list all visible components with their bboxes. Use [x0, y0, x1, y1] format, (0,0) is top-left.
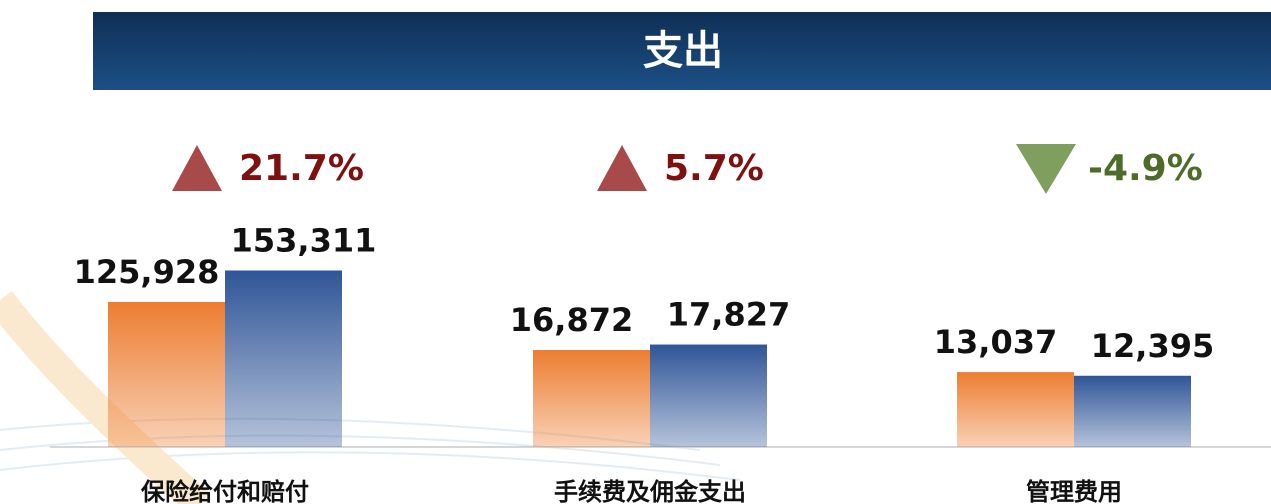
- bar: [1074, 375, 1191, 447]
- change-label: -4.9%: [1088, 148, 1203, 189]
- bar: [533, 350, 650, 447]
- value-label: 17,827: [667, 296, 790, 334]
- category-label: 手续费及佣金支出: [554, 478, 746, 504]
- category-label: 保险给付和赔付: [140, 478, 309, 504]
- value-label: 13,037: [934, 323, 1057, 361]
- value-label: 12,395: [1091, 327, 1214, 365]
- value-label: 125,928: [74, 253, 220, 291]
- charts: 125,928 153,311 保险给付和赔付 21.7% 16,872 17,827 手续…: [74, 144, 1214, 504]
- up-arrow: [597, 145, 647, 191]
- value-label: 153,311: [231, 221, 377, 259]
- change-label: 21.7%: [239, 148, 364, 189]
- bar: [957, 372, 1074, 447]
- header-band: [93, 12, 1271, 90]
- change-label: 5.7%: [664, 148, 764, 189]
- header-title: 支出: [643, 28, 723, 74]
- bar: [225, 270, 342, 447]
- bar: [650, 344, 767, 447]
- value-label: 16,872: [510, 301, 633, 339]
- category-label: 管理费用: [1026, 478, 1122, 504]
- up-arrow: [172, 145, 222, 191]
- down-arrow: [1016, 144, 1076, 194]
- bar: [108, 302, 225, 447]
